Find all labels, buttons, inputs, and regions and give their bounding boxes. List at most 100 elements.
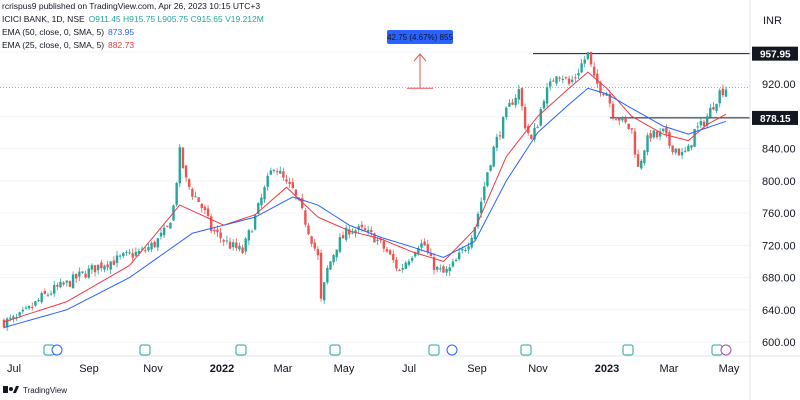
candle-body bbox=[602, 93, 605, 95]
candle-body bbox=[225, 240, 229, 242]
candle-body bbox=[721, 88, 725, 96]
candle-body bbox=[724, 89, 728, 97]
earnings-marker[interactable] bbox=[51, 344, 63, 356]
time-axis[interactable]: Jul Sep Nov 2022 Mar May Jul Sep Nov 2023 Mar May bbox=[0, 355, 800, 375]
candle-body bbox=[166, 225, 169, 227]
candle-body bbox=[451, 261, 455, 267]
candle-body bbox=[545, 87, 549, 104]
candle-body bbox=[564, 77, 568, 79]
candle-body bbox=[313, 242, 316, 249]
candle-body bbox=[366, 229, 370, 232]
candle-body bbox=[429, 253, 433, 257]
candle-body bbox=[549, 81, 552, 87]
candle-body bbox=[693, 128, 696, 147]
candle-body bbox=[87, 268, 90, 278]
earnings-marker[interactable] bbox=[622, 344, 634, 356]
candle-body bbox=[442, 266, 445, 273]
tradingview-logo[interactable]: TradingView bbox=[3, 386, 67, 395]
candle-body bbox=[59, 281, 62, 288]
candle-body bbox=[461, 249, 464, 251]
earnings-marker[interactable] bbox=[428, 344, 440, 356]
price-axis[interactable]: 960.00920.00880.00840.00800.00760.00720.… bbox=[749, 0, 798, 400]
candle-body bbox=[231, 242, 235, 248]
y-tick-label: 600.00 bbox=[762, 337, 796, 349]
candle-body bbox=[665, 127, 668, 134]
currency-label: INR bbox=[763, 15, 782, 27]
candle-body bbox=[125, 251, 128, 253]
measure-label: 42.75 (4.67%) 855 bbox=[387, 33, 453, 42]
candle-body bbox=[319, 252, 323, 299]
candle-body bbox=[618, 118, 621, 121]
candle-body bbox=[31, 306, 34, 308]
candle-body bbox=[269, 170, 273, 175]
candle-body bbox=[420, 243, 423, 248]
candle-body bbox=[153, 241, 156, 248]
candle-body bbox=[495, 136, 499, 148]
x-tick-label: Jul bbox=[7, 363, 21, 375]
candle-body bbox=[705, 116, 709, 126]
candle-body bbox=[109, 261, 112, 270]
candle-body bbox=[93, 265, 97, 273]
event-markers bbox=[43, 344, 732, 356]
x-tick-label: Jul bbox=[402, 363, 416, 375]
measure-tool[interactable]: 42.75 (4.67%) 855 bbox=[387, 30, 453, 89]
candle-body bbox=[410, 257, 414, 261]
candle-body bbox=[614, 119, 618, 121]
y-tick-label: 840.00 bbox=[762, 144, 796, 156]
candle-body bbox=[536, 127, 539, 129]
candle-body bbox=[687, 145, 690, 152]
candle-body bbox=[574, 77, 577, 79]
earnings-marker[interactable] bbox=[446, 344, 458, 356]
published-text: rcrispus9 published on TradingView.com, … bbox=[2, 1, 260, 11]
earnings-marker[interactable] bbox=[139, 344, 151, 356]
candle-body bbox=[103, 265, 106, 270]
candle-body bbox=[68, 281, 72, 287]
candle-body bbox=[652, 130, 655, 138]
candle-body bbox=[567, 78, 571, 84]
candle-body bbox=[2, 319, 6, 328]
candle-body bbox=[351, 232, 354, 234]
x-tick-label: Sep bbox=[79, 363, 99, 375]
candle-body bbox=[21, 309, 25, 312]
earnings-marker[interactable] bbox=[235, 344, 247, 356]
candle-body bbox=[228, 241, 232, 249]
candle-body bbox=[514, 97, 517, 106]
candle-body bbox=[539, 109, 542, 126]
candle-body bbox=[222, 240, 225, 242]
candle-body bbox=[140, 248, 144, 250]
candle-body bbox=[147, 247, 150, 251]
candle-body bbox=[467, 246, 470, 250]
candle-body bbox=[621, 116, 624, 121]
x-tick-label: Mar bbox=[274, 363, 293, 375]
candle-body bbox=[46, 294, 50, 296]
candle-body bbox=[18, 312, 21, 316]
candle-body bbox=[483, 186, 486, 201]
candle-body bbox=[90, 265, 94, 270]
candle-body bbox=[640, 160, 643, 169]
candle-body bbox=[272, 169, 276, 171]
candle-body bbox=[122, 253, 125, 257]
candle-body bbox=[344, 227, 348, 240]
candle-body bbox=[34, 301, 37, 306]
candle-body bbox=[395, 259, 398, 269]
candle-body bbox=[263, 187, 266, 200]
earnings-marker[interactable] bbox=[520, 344, 532, 356]
candle-body bbox=[592, 66, 596, 76]
candle-body bbox=[624, 117, 627, 123]
candle-body bbox=[301, 198, 304, 209]
candle-body bbox=[363, 228, 367, 231]
candle-body bbox=[658, 131, 662, 137]
candle-body bbox=[341, 235, 345, 239]
earnings-marker[interactable] bbox=[329, 344, 341, 356]
earnings-marker[interactable] bbox=[720, 344, 732, 356]
candle-body bbox=[65, 280, 68, 283]
candle-body bbox=[285, 179, 288, 182]
legend-ema50[interactable]: EMA (50, close, 0, SMA, 5) 873.95 bbox=[2, 27, 134, 37]
legend-ema25[interactable]: EMA (25, close, 0, SMA, 5) 882.73 bbox=[2, 40, 134, 50]
candle-body bbox=[479, 201, 483, 214]
candle-body bbox=[596, 73, 599, 84]
price-label-box bbox=[752, 110, 798, 125]
candle-body bbox=[144, 250, 147, 252]
candle-body bbox=[702, 121, 706, 127]
